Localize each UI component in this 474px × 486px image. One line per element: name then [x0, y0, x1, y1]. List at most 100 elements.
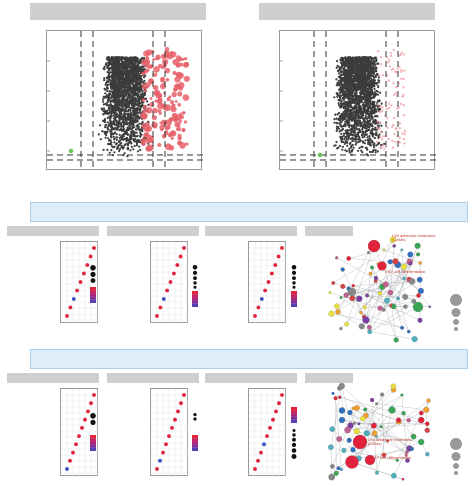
volcano-point-gray	[364, 122, 367, 126]
volcano-point-up	[393, 132, 396, 136]
volcano-point-gray	[380, 124, 383, 127]
volcano-point-gray	[361, 136, 364, 139]
volcano-point-up	[161, 65, 165, 70]
dotplot-point	[164, 442, 168, 447]
network-edge	[364, 261, 396, 308]
volcano-point-gray	[372, 93, 375, 96]
volcano-point-gray	[378, 107, 381, 110]
volcano-point-gray	[121, 96, 124, 99]
volcano-point-gray	[355, 106, 358, 109]
volcano-point-gray	[356, 133, 360, 136]
volcano-point-up	[171, 91, 177, 98]
volcano-left-svg	[47, 31, 203, 171]
volcano-point-gray	[135, 142, 138, 145]
volcano-point-gray	[124, 113, 127, 116]
volcano-point-gray	[339, 97, 342, 100]
volcano-point-gray	[131, 83, 134, 86]
volcano-point-gray	[351, 124, 355, 127]
volcano-point-gray	[118, 95, 121, 98]
volcano-point-gray	[120, 59, 123, 63]
volcano-point-gray	[131, 80, 135, 83]
volcano-point-gray	[369, 73, 372, 76]
volcano-point-up	[376, 103, 380, 106]
volcano-point-gray	[357, 64, 360, 67]
volcano-point-gray	[132, 93, 135, 96]
volcano-point-gray	[340, 86, 343, 89]
volcano-point-gray	[350, 72, 354, 75]
volcano-point-gray	[130, 72, 133, 75]
volcano-point-gray	[346, 101, 349, 104]
volcano-point-up	[398, 54, 401, 57]
volcano-point-gray	[344, 75, 347, 78]
volcano-point-up	[398, 136, 401, 139]
volcano-point-gray	[121, 120, 124, 124]
volcano-point-gray	[358, 56, 361, 59]
volcano-point-gray	[134, 121, 138, 124]
volcano-point-gray	[123, 116, 126, 119]
network-node	[403, 304, 408, 309]
volcano-point-gray	[139, 134, 142, 137]
volcano-point-gray	[107, 63, 110, 66]
volcano-point-gray	[365, 67, 369, 70]
volcano-point-gray	[143, 91, 147, 94]
dotplot-point	[259, 450, 263, 455]
volcano-point-up	[398, 127, 402, 130]
dotplot-point	[270, 271, 274, 276]
volcano-point-up	[170, 130, 177, 137]
volcano-point-up	[184, 57, 188, 61]
volcano-point-gray	[130, 65, 133, 68]
volcano-point-gray	[343, 66, 346, 70]
network-edge	[391, 409, 414, 437]
network-edge	[391, 305, 397, 341]
volcano-point-gray	[340, 59, 343, 62]
network-node	[396, 296, 400, 301]
volcano-point-gray	[343, 90, 346, 94]
volcano-point-up	[149, 97, 153, 100]
volcano-point-up	[398, 122, 402, 125]
volcano-point-up	[177, 140, 183, 145]
network-node	[392, 244, 396, 248]
volcano-point-up	[149, 64, 153, 69]
volcano-point-gray	[350, 97, 353, 100]
volcano-point-gray	[376, 115, 379, 118]
volcano-point-gray	[141, 90, 144, 93]
volcano-point-gray	[347, 61, 350, 65]
volcano-point-gray	[342, 59, 345, 62]
volcano-point-gray	[372, 144, 375, 147]
volcano-point-gray	[140, 78, 143, 81]
volcano-point-gray	[353, 66, 356, 69]
network-node	[362, 305, 367, 310]
legend-size-dot	[291, 265, 297, 270]
volcano-point-gray	[368, 84, 371, 87]
volcano-point-gray	[361, 113, 364, 116]
network-edge	[375, 280, 397, 341]
volcano-point-gray	[135, 93, 138, 97]
network-edge	[346, 245, 375, 325]
volcano-point-gray	[123, 72, 126, 76]
volcano-point-gray	[125, 131, 128, 134]
volcano-point-gray	[113, 114, 117, 117]
volcano-point-gray	[334, 144, 337, 147]
dotplot-point	[161, 450, 165, 455]
volcano-point-gray	[119, 87, 122, 90]
volcano-point-gray	[129, 111, 133, 114]
volcano-point-gray	[129, 75, 132, 78]
volcano-point-gray	[118, 109, 121, 112]
volcano-point-gray	[109, 117, 112, 120]
volcano-point-gray	[356, 77, 359, 80]
volcano-point-gray	[121, 73, 124, 76]
volcano-point-gray	[120, 98, 123, 101]
volcano-point-gray	[119, 75, 123, 78]
volcano-point-gray	[136, 69, 139, 72]
volcano-point-up	[176, 126, 182, 132]
volcano-point-gray	[136, 66, 139, 69]
volcano-point-gray	[356, 62, 359, 65]
network-edge	[353, 285, 399, 299]
volcano-point-up	[386, 126, 389, 129]
volcano-point-gray	[118, 89, 121, 92]
volcano-point-gray	[372, 104, 375, 107]
network-edge	[333, 245, 395, 284]
volcano-point-gray	[102, 95, 105, 98]
dotplot-point	[170, 426, 174, 430]
volcano-point-gray	[113, 57, 116, 60]
